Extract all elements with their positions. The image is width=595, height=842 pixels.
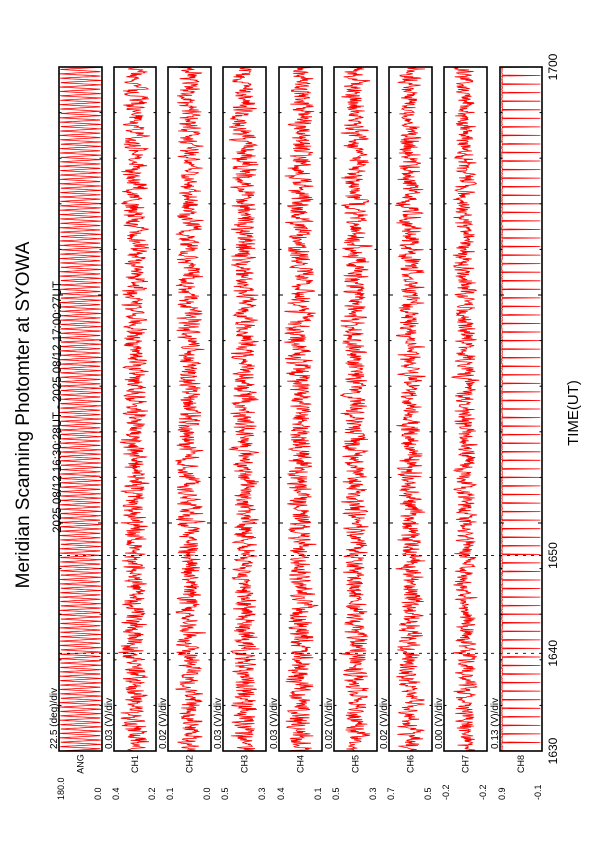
scale-label: 0.02 (V)/div	[379, 698, 390, 749]
panel-ch5: 0.5 0.3 CH5 0.02 (V)/div	[324, 66, 378, 800]
y-tick-label-top: 0.1	[165, 787, 175, 800]
y-tick-label-bottom: -0.2	[478, 784, 488, 800]
trace-ch6	[395, 66, 426, 752]
x-tick-label: 1630	[546, 737, 560, 764]
x-axis-label: TIME(UT)	[565, 380, 582, 446]
scale-label: 0.00 (V)/div	[434, 698, 445, 749]
scale-label: 0.03 (V)/div	[269, 698, 280, 749]
trace-ch7	[450, 66, 480, 752]
y-tick-label-top: 0.7	[386, 787, 396, 800]
panel-ch4: 0.4 0.1 CH4 0.03 (V)/div	[269, 66, 323, 800]
channel-label: ANG	[76, 754, 86, 774]
y-tick-label-top: 0.4	[276, 787, 286, 800]
panel-frame	[499, 66, 543, 752]
y-tick-label-top: 180.0	[56, 777, 66, 800]
panels-layer: 180.0 0.0 ANG 22.5 (deg)/div 0.4 0.2 CH1 0.03 (…	[49, 53, 560, 800]
channel-label: CH3	[240, 755, 250, 773]
scale-label: 0.03 (V)/div	[213, 698, 224, 749]
panel-ch3: 0.5 0.3 CH3 0.03 (V)/div	[213, 66, 267, 800]
trace-ch3	[228, 66, 260, 752]
y-tick-label-bottom: 0.0	[93, 787, 103, 800]
panel-frame	[333, 66, 378, 752]
panel-frame	[388, 66, 433, 752]
channel-label: CH1	[130, 755, 140, 773]
y-tick-label-bottom: 0.3	[368, 787, 378, 800]
panel-frame	[113, 66, 157, 752]
trace-ch2	[175, 66, 206, 752]
panel-ch7: -0.2 -0.2 CH7 0.00 (V)/div	[434, 66, 488, 800]
panel-frame	[443, 66, 488, 752]
y-tick-label-top: -0.2	[441, 784, 451, 800]
scale-label: 0.02 (V)/div	[324, 698, 335, 749]
panel-frame	[58, 66, 103, 752]
labels-layer: Meridian Scanning Photomter at SYOWA 202…	[13, 241, 582, 588]
y-tick-label-bottom: -0.1	[533, 784, 543, 800]
trace-ch5	[340, 66, 373, 752]
y-tick-label-bottom: 0.0	[202, 787, 212, 800]
panel-frame	[167, 66, 212, 752]
panel-ch6: 0.7 0.5 CH6 0.02 (V)/div	[379, 66, 433, 800]
channel-label: CH5	[351, 755, 361, 773]
channel-label: CH6	[406, 755, 416, 773]
trace-ch4	[284, 66, 319, 752]
x-tick-label: 1650	[546, 542, 560, 569]
trace-ch8	[500, 66, 541, 752]
channel-label: CH2	[185, 755, 195, 773]
x-tick-label: 1640	[546, 640, 560, 667]
panel-ch8: 0.9 -0.1 CH8 0.13 (V)/div	[490, 66, 543, 800]
x-tick-label: 1700	[546, 53, 560, 80]
trace-ang	[59, 66, 102, 752]
time-range-label: 2025 08/12 16:30:28UT - 2025 08/12 17:00…	[52, 281, 64, 533]
panel-frame	[278, 66, 323, 752]
y-tick-label-top: 0.5	[331, 787, 341, 800]
trace-ch1	[118, 66, 151, 752]
panel-ch1: 0.4 0.2 CH1 0.03 (V)/div	[104, 66, 157, 800]
panel-frame	[222, 66, 267, 752]
y-tick-label-bottom: 0.2	[147, 787, 157, 800]
scale-label: 0.02 (V)/div	[158, 698, 169, 749]
channel-label: CH4	[296, 755, 306, 773]
chart-title: Meridian Scanning Photomter at SYOWA	[13, 241, 34, 588]
channel-label: CH8	[516, 755, 526, 773]
channel-label: CH7	[461, 755, 471, 773]
scale-label: 22.5 (deg)/div	[49, 688, 60, 749]
y-tick-label-bottom: 0.5	[423, 787, 433, 800]
y-tick-label-top: 0.9	[497, 787, 507, 800]
y-tick-label-top: 0.4	[111, 787, 121, 800]
y-tick-label-bottom: 0.1	[313, 787, 323, 800]
scale-label: 0.13 (V)/div	[490, 698, 501, 749]
panel-ch2: 0.1 0.0 CH2 0.02 (V)/div	[158, 66, 212, 800]
y-tick-label-top: 0.5	[220, 787, 230, 800]
scale-label: 0.03 (V)/div	[104, 698, 115, 749]
panel-ang: 180.0 0.0 ANG 22.5 (deg)/div	[49, 66, 103, 800]
y-tick-label-bottom: 0.3	[257, 787, 267, 800]
